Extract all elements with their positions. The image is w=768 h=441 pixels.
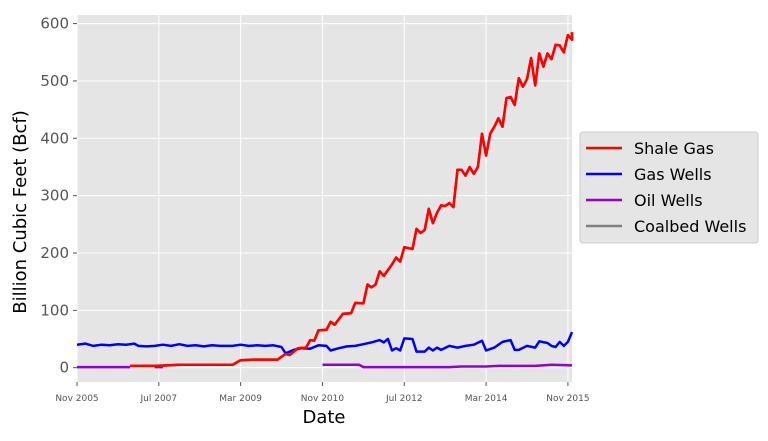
x-tick-label: Mar 2009: [219, 394, 262, 404]
series-line-gas-wells: [76, 331, 574, 355]
x-tick-label: Nov 2010: [301, 394, 345, 404]
legend-label: Gas Wells: [634, 165, 712, 184]
y-tick-label: 200: [40, 244, 69, 262]
x-tick-label: Mar 2014: [465, 394, 508, 404]
x-axis-label: Date: [302, 407, 345, 428]
y-axis-label: Billion Cubic Feet (Bcf): [10, 110, 31, 313]
x-tick-label: Nov 2005: [55, 394, 98, 404]
legend: Shale Gas Gas Wells Oil Wells Coalbed Wells: [579, 131, 759, 244]
x-tick-label: Jul 2007: [140, 394, 178, 404]
x-tick-label: Nov 2015: [546, 394, 589, 404]
x-tick-label: Jul 2012: [385, 394, 423, 404]
series-line-shale-gas-top: [130, 32, 574, 368]
plot-background: [77, 15, 572, 382]
series-line-oil-wells: [322, 363, 573, 369]
y-tick-label: 500: [40, 72, 69, 90]
legend-label: Oil Wells: [634, 191, 703, 210]
y-tick-label: 300: [40, 187, 69, 205]
y-tick-label: 400: [40, 129, 69, 147]
series-lines: [76, 32, 574, 369]
legend-frame: [579, 131, 759, 244]
legend-label: Shale Gas: [634, 139, 714, 158]
y-tick-label: 600: [40, 15, 69, 33]
legend-label: Coalbed Wells: [634, 217, 746, 236]
axis-ticks: Nov 2005 Jul 2007 Mar 2009 Nov 2010 Jul 2012…: [40, 15, 589, 404]
y-tick-label: 100: [40, 301, 69, 319]
y-tick-label: 0: [59, 359, 69, 377]
grid-lines: [76, 15, 572, 382]
